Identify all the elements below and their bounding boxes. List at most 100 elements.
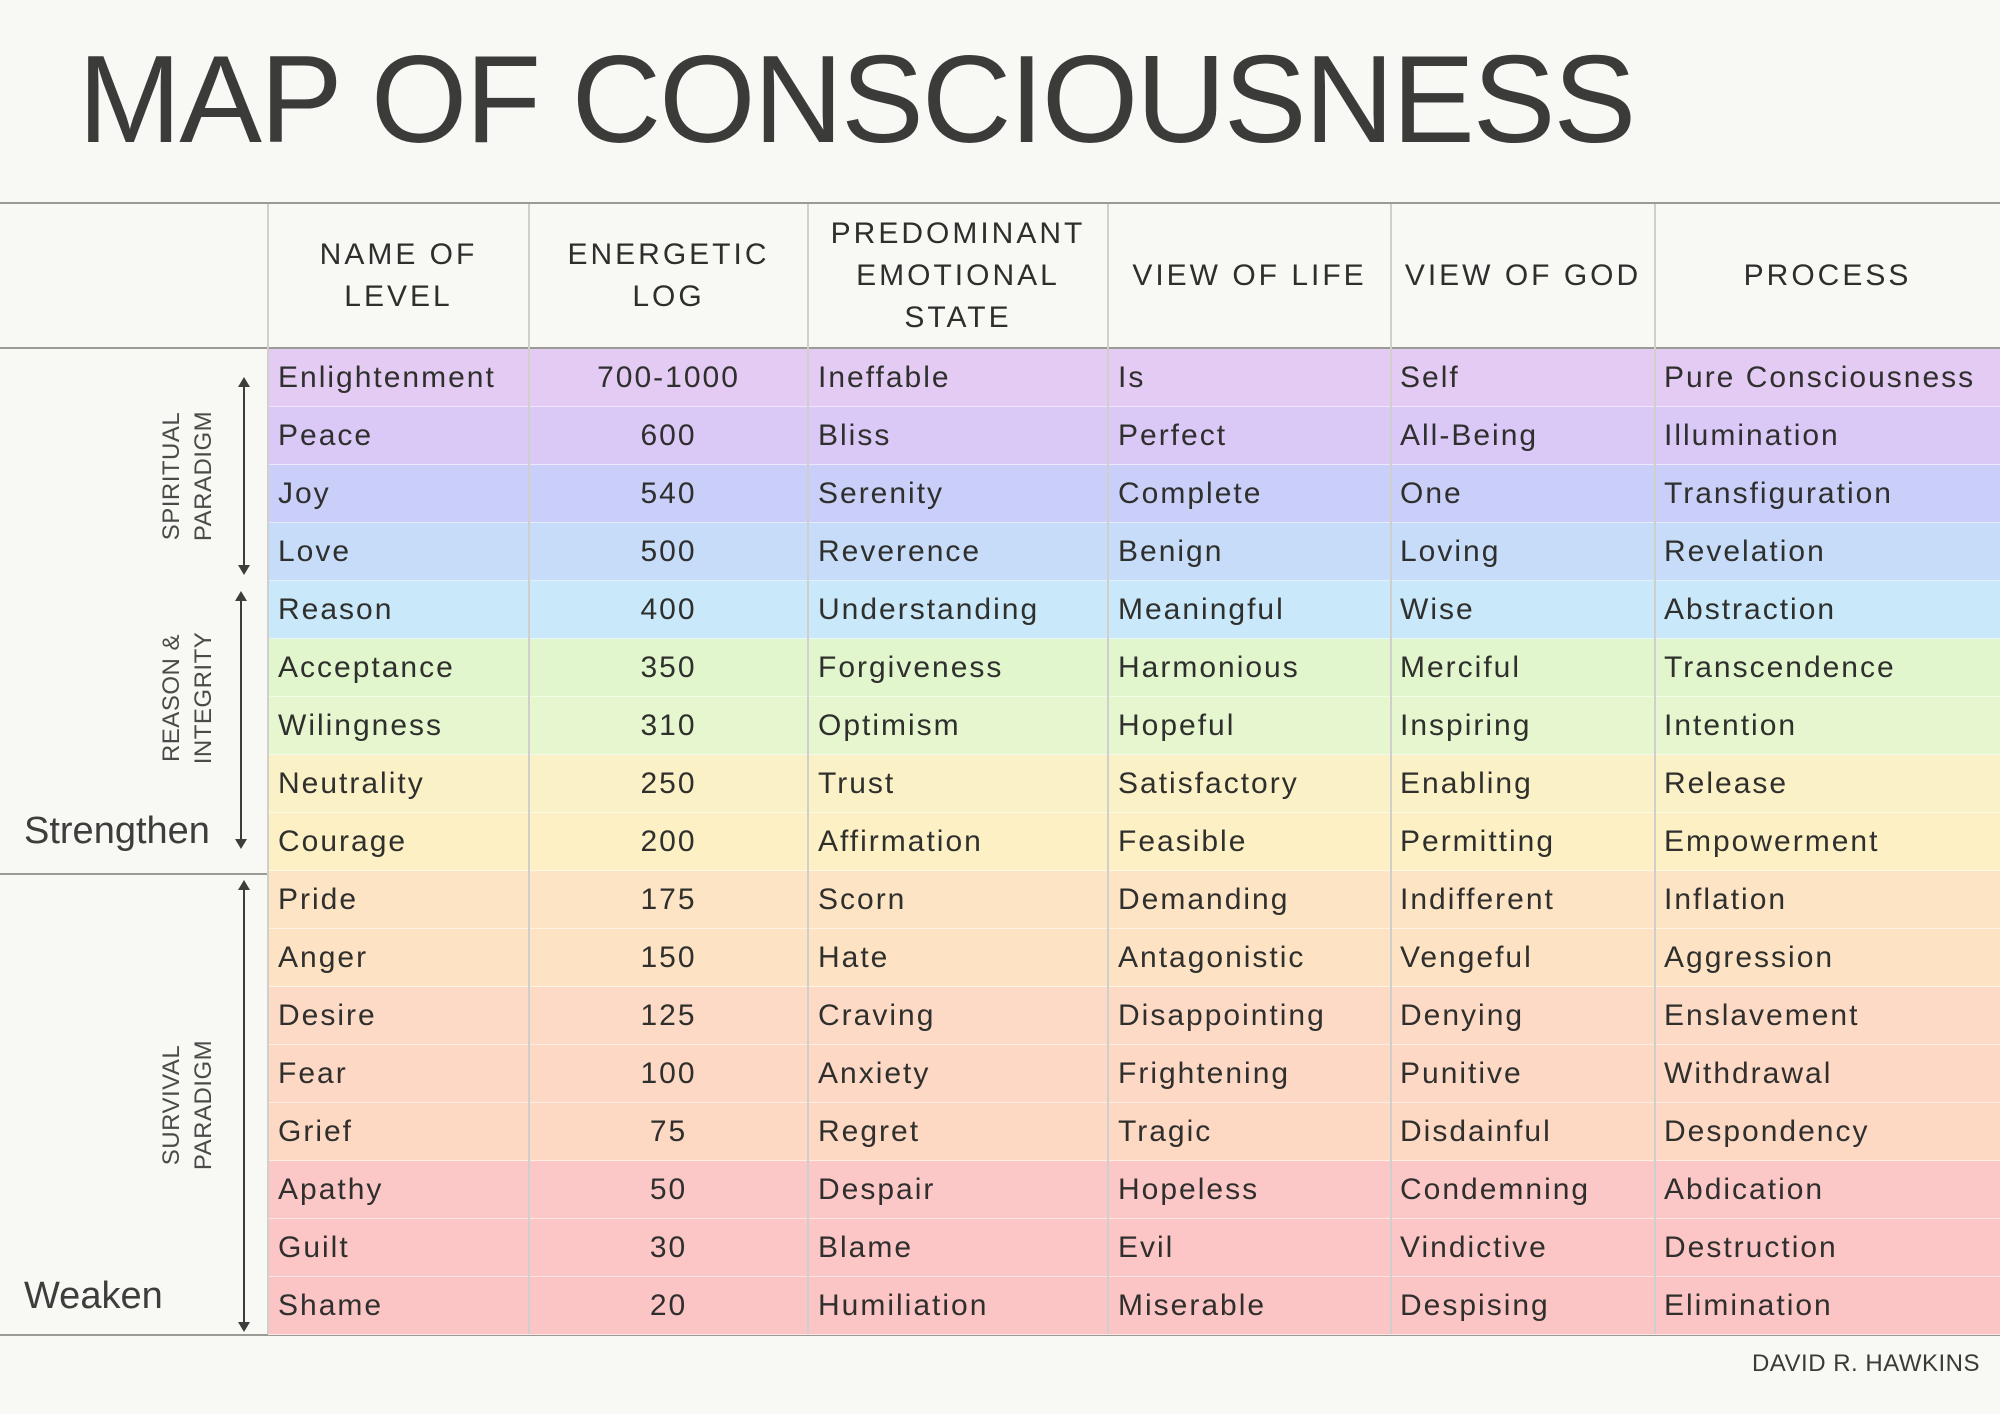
cell-emotion: Scorn	[818, 883, 907, 916]
cell-god: Inspiring	[1400, 709, 1532, 742]
cell-life: Hopeless	[1118, 1173, 1260, 1206]
cell-life: Complete	[1118, 477, 1263, 510]
cell-life: Perfect	[1118, 419, 1228, 452]
weaken-label: Weaken	[24, 1275, 163, 1317]
cell-name: Pride	[278, 883, 359, 916]
cell-name: Shame	[278, 1289, 384, 1322]
table-row: Joy 540 Serenity Complete One Transfiguration	[268, 465, 2000, 523]
cell-life: Is	[1118, 361, 1146, 394]
strengthen-label: Strengthen	[24, 810, 210, 852]
cell-log: 100	[640, 1057, 697, 1090]
cell-log: 175	[640, 883, 697, 916]
table-row: Anger 150 Hate Antagonistic Vengeful Aggressi…	[268, 929, 2000, 987]
arrow-down-icon	[238, 565, 250, 575]
table-top-rule	[0, 202, 2000, 204]
cell-emotion: Forgiveness	[818, 651, 1004, 684]
cell-log: 500	[640, 535, 697, 568]
reason-integrity-label: REASON & INTEGRITY	[158, 631, 217, 765]
column-divider	[807, 204, 809, 1334]
cell-god: One	[1400, 477, 1463, 510]
header-bottom-rule	[0, 347, 2000, 349]
cell-name: Wilingness	[278, 709, 444, 742]
cell-emotion: Blame	[818, 1231, 914, 1264]
arrow-shaft	[243, 385, 245, 565]
header-energetic-log: ENERGETIC LOG	[567, 238, 770, 313]
cell-name: Peace	[278, 419, 374, 452]
cell-god: Merciful	[1400, 651, 1522, 684]
cell-life: Feasible	[1118, 825, 1248, 858]
cell-process: Aggression	[1664, 941, 1835, 974]
table-row: Courage 200 Affirmation Feasible Permitting E…	[268, 813, 2000, 871]
cell-emotion: Serenity	[818, 477, 945, 510]
cell-name: Courage	[278, 825, 408, 858]
cell-log: 20	[649, 1289, 688, 1322]
cell-name: Enlightenment	[278, 361, 496, 394]
cell-god: Loving	[1400, 535, 1501, 568]
cell-process: Abstraction	[1664, 593, 1837, 626]
cell-log: 540	[640, 477, 697, 510]
column-divider	[1390, 204, 1392, 1334]
table-bottom-rule	[0, 1334, 2000, 1336]
table-row: Apathy 50 Despair Hopeless Condemning Abdicat…	[268, 1161, 2000, 1219]
cell-log: 600	[640, 419, 697, 452]
cell-god: Enabling	[1400, 767, 1533, 800]
cell-god: All-Being	[1400, 419, 1539, 452]
cell-god: Despising	[1400, 1289, 1550, 1322]
arrow-up-icon	[238, 377, 250, 387]
table-row: Pride 175 Scorn Demanding Indifferent Inflati…	[268, 871, 2000, 929]
spiritual-paradigm-label: SPIRITUAL PARADIGM	[158, 410, 217, 542]
table-row: Grief 75 Regret Tragic Disdainful Despondency	[268, 1103, 2000, 1161]
cell-god: Punitive	[1400, 1057, 1523, 1090]
cell-name: Love	[278, 535, 352, 568]
cell-log: 125	[640, 999, 697, 1032]
header-emotional-state: PREDOMINANT EMOTIONAL STATE	[830, 217, 1086, 334]
cell-god: Wise	[1400, 593, 1475, 626]
cell-emotion: Despair	[818, 1173, 936, 1206]
cell-name: Reason	[278, 593, 394, 626]
cell-process: Inflation	[1664, 883, 1788, 916]
cell-emotion: Trust	[818, 767, 896, 800]
cell-life: Harmonious	[1118, 651, 1300, 684]
cell-life: Tragic	[1118, 1115, 1213, 1148]
cell-emotion: Bliss	[818, 419, 892, 452]
cell-process: Withdrawal	[1664, 1057, 1833, 1090]
cell-life: Frightening	[1118, 1057, 1291, 1090]
table-row: Fear 100 Anxiety Frightening Punitive Withdra…	[268, 1045, 2000, 1103]
cell-process: Despondency	[1664, 1115, 1870, 1148]
column-divider	[267, 204, 269, 1334]
arrow-up-icon	[235, 591, 247, 601]
cell-name: Desire	[278, 999, 377, 1032]
cell-process: Pure Consciousness	[1664, 361, 1976, 394]
cell-life: Demanding	[1118, 883, 1290, 916]
table-row: Enlightenment 700-1000 Ineffable Is Self Pure…	[268, 349, 2000, 407]
arrow-down-icon	[238, 1322, 250, 1332]
cell-name: Fear	[278, 1057, 348, 1090]
column-divider	[528, 204, 530, 1334]
cell-name: Neutrality	[278, 767, 425, 800]
cell-process: Elimination	[1664, 1289, 1833, 1322]
cell-log: 350	[640, 651, 697, 684]
cell-emotion: Regret	[818, 1115, 921, 1148]
cell-emotion: Anxiety	[818, 1057, 931, 1090]
cell-life: Evil	[1118, 1231, 1175, 1264]
table-row: Reason 400 Understanding Meaningful Wise Abst…	[268, 581, 2000, 639]
page-title: MAP OF CONSCIOUSNESS	[78, 31, 1636, 169]
cell-log: 50	[649, 1173, 688, 1206]
cell-life: Hopeful	[1118, 709, 1236, 742]
cell-emotion: Ineffable	[818, 361, 951, 394]
table-row: Peace 600 Bliss Perfect All-Being Illuminatio…	[268, 407, 2000, 465]
table-row: Acceptance 350 Forgiveness Harmonious Mercif…	[268, 639, 2000, 697]
cell-log: 200	[640, 825, 697, 858]
cell-log: 30	[649, 1231, 688, 1264]
arrow-up-icon	[238, 880, 250, 890]
cell-emotion: Reverence	[818, 535, 982, 568]
cell-life: Benign	[1118, 535, 1224, 568]
cell-log: 150	[640, 941, 697, 974]
cell-name: Apathy	[278, 1173, 384, 1206]
column-divider	[1107, 204, 1109, 1334]
cell-process: Transcendence	[1664, 651, 1896, 684]
cell-emotion: Humiliation	[818, 1289, 989, 1322]
cell-log: 400	[640, 593, 697, 626]
cell-god: Self	[1400, 361, 1460, 394]
cell-log: 75	[649, 1115, 688, 1148]
